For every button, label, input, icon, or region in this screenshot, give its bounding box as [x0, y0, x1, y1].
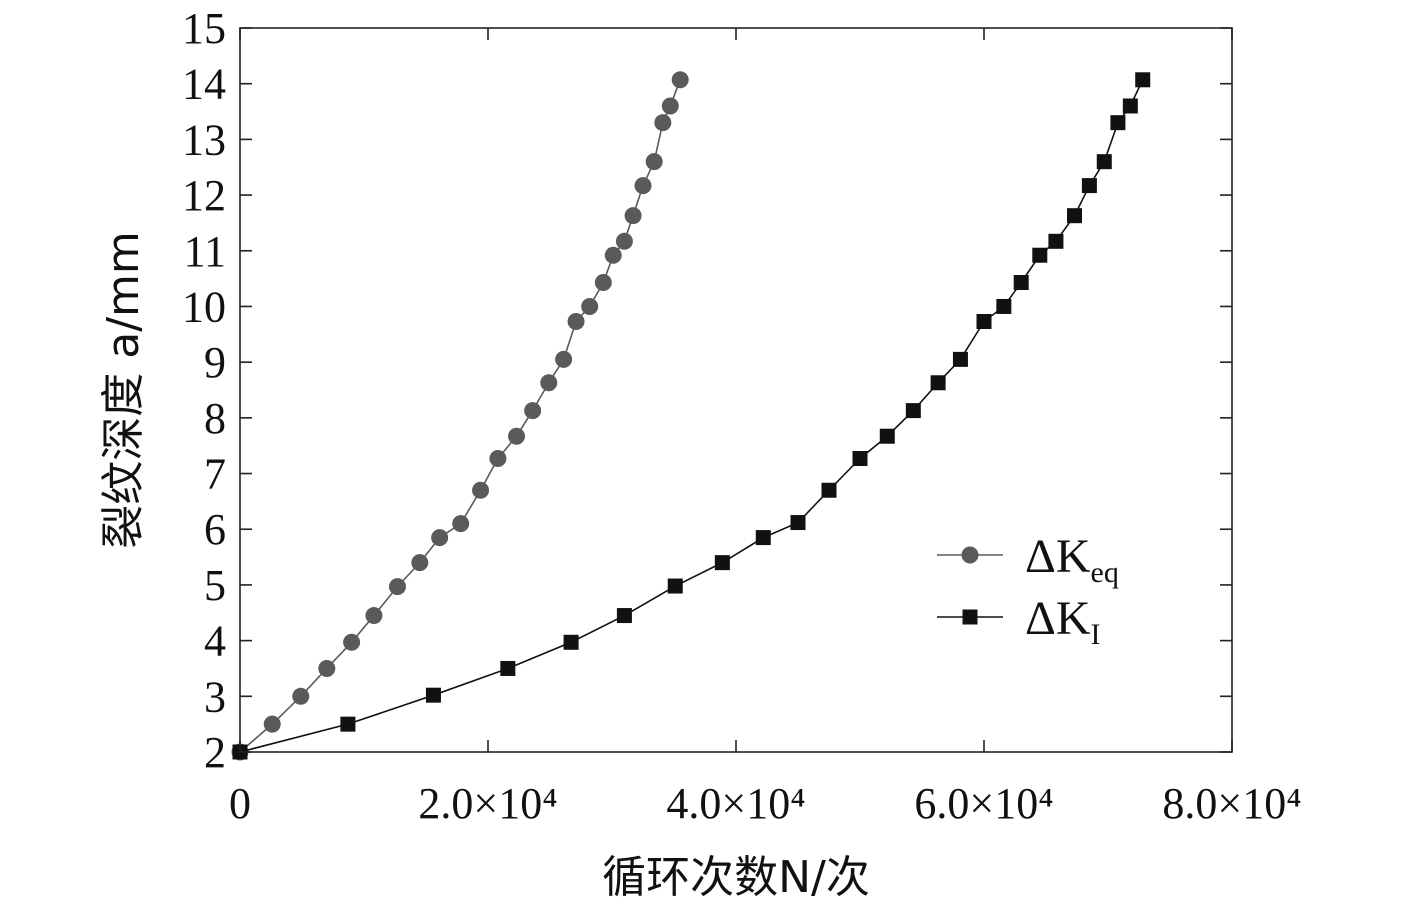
data-point	[508, 427, 526, 445]
data-point	[661, 97, 679, 115]
x-tick-label: 4.0×10⁴	[666, 779, 805, 828]
x-tick-label: 0	[229, 779, 251, 828]
data-point	[524, 402, 542, 420]
data-point	[1081, 178, 1097, 194]
x-tick-label: 8.0×10⁴	[1162, 779, 1301, 828]
series-keq	[231, 71, 689, 761]
data-point	[1110, 115, 1126, 131]
y-tick-label: 13	[182, 115, 226, 164]
data-point	[821, 482, 837, 498]
data-point	[263, 715, 281, 733]
y-tick-label: 4	[204, 617, 226, 666]
data-point	[292, 687, 310, 705]
series-ki	[232, 72, 1151, 760]
data-point	[905, 403, 921, 419]
x-axis-title: 循环次数N/次	[602, 852, 870, 903]
x-tick-label: 6.0×10⁴	[914, 779, 1053, 828]
y-tick-label: 15	[182, 4, 226, 53]
data-point	[318, 659, 336, 677]
data-point	[671, 71, 689, 89]
data-point	[1032, 247, 1048, 263]
data-point	[1013, 275, 1029, 291]
y-tick-label: 5	[204, 561, 226, 610]
data-point	[879, 428, 895, 444]
data-point	[930, 375, 946, 391]
data-point	[634, 177, 652, 195]
data-point	[567, 312, 585, 330]
y-tick-label: 9	[204, 338, 226, 387]
legend-label: ΔKI	[1025, 592, 1101, 651]
y-tick-label: 6	[204, 505, 226, 554]
data-point	[431, 529, 449, 547]
y-tick-label: 14	[182, 60, 226, 109]
data-point	[616, 608, 632, 624]
axis-ticks	[239, 27, 1233, 753]
data-point	[624, 207, 642, 225]
data-point	[996, 298, 1012, 314]
data-point	[714, 555, 730, 571]
data-point	[1122, 98, 1138, 114]
y-tick-label: 10	[182, 282, 226, 331]
data-point	[563, 634, 579, 650]
legend-item: ΔKeq	[937, 530, 1119, 589]
x-tick-label: 2.0×10⁴	[418, 779, 557, 828]
plot-frame	[239, 27, 1233, 753]
y-tick-label: 8	[204, 394, 226, 443]
y-tick-label: 3	[204, 672, 226, 721]
data-point	[452, 515, 470, 533]
legend-marker	[961, 546, 979, 564]
legend-item: ΔKI	[937, 592, 1101, 651]
data-point	[790, 515, 806, 531]
tick-labels: 2 3 4 5 6 7 8 9 10 11 12 13 14 15 0 2.0×10⁴ 4.0×10⁴ 6.0×1…	[182, 4, 1302, 828]
data-point	[555, 350, 573, 368]
data-point	[472, 481, 490, 499]
data-point	[1135, 72, 1151, 88]
data-point	[340, 716, 356, 732]
data-point	[388, 578, 406, 596]
y-tick-label: 2	[204, 728, 226, 777]
legend-label: ΔKeq	[1025, 530, 1119, 589]
data-point	[976, 313, 992, 329]
data-point	[667, 578, 683, 594]
data-point	[581, 297, 599, 315]
data-point	[604, 246, 622, 264]
data-point	[1048, 233, 1064, 249]
data-point	[615, 232, 633, 250]
data-point	[654, 114, 672, 132]
data-point	[500, 660, 516, 676]
data-point	[489, 450, 507, 468]
data-point	[755, 530, 771, 546]
data-point	[952, 351, 968, 367]
data-point	[1096, 154, 1112, 170]
data-point	[594, 274, 612, 292]
series-layer	[231, 71, 1151, 761]
data-point	[645, 153, 663, 171]
data-point	[852, 451, 868, 467]
data-point	[411, 554, 429, 572]
y-tick-label: 7	[204, 450, 226, 499]
legend-marker	[962, 609, 978, 625]
data-point	[343, 633, 361, 651]
y-axis-title: 裂纹深度 a/mm	[98, 231, 149, 549]
y-tick-label: 12	[182, 171, 226, 220]
y-tick-label: 11	[184, 227, 226, 276]
data-point	[540, 374, 558, 392]
data-point	[365, 607, 383, 625]
data-point	[425, 687, 441, 703]
data-point	[1067, 208, 1083, 224]
